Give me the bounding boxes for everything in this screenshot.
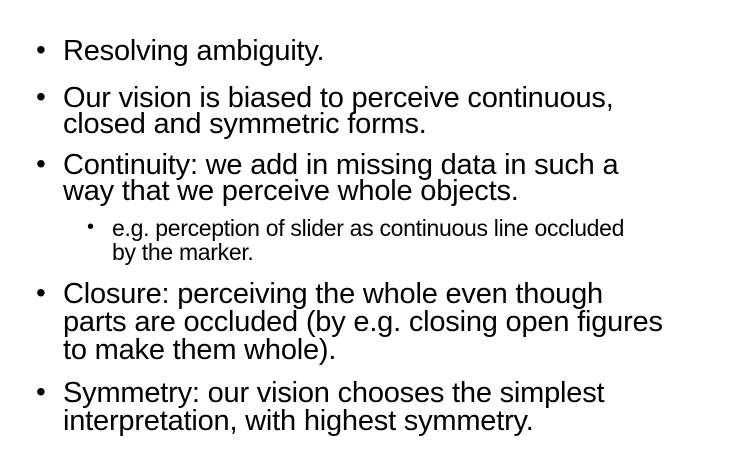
bullet-text-line: way that we perceive whole objects. [63, 175, 519, 207]
bullet-marker: • [36, 148, 46, 179]
bullet-marker: • [36, 34, 46, 65]
bullet-text-line: to make them whole). [63, 334, 337, 366]
bullet-marker: • [87, 216, 95, 238]
bullet-text-line: Continuity: we add in missing data in su… [63, 149, 619, 181]
bullet-marker: • [36, 376, 46, 407]
bullet-text-line: Resolving ambiguity. [63, 35, 325, 67]
bullet-marker: • [36, 277, 46, 308]
bullet-text-line: Our vision is biased to perceive continu… [63, 82, 614, 114]
bullet-text-line: e.g. perception of slider as continuous … [112, 215, 625, 241]
bullet-text-line: Symmetry: our vision chooses the simples… [63, 377, 605, 409]
bullet-marker: • [36, 81, 46, 112]
bullet-text-line: Closure: perceiving the whole even thoug… [63, 278, 603, 310]
bullet-text-line: by the marker. [112, 239, 254, 265]
bullet-text-line: parts are occluded (by e.g. closing open… [63, 306, 663, 338]
bullet-text-line: interpretation, with highest symmetry. [63, 405, 534, 437]
bullet-text-line: closed and symmetric forms. [63, 108, 427, 140]
